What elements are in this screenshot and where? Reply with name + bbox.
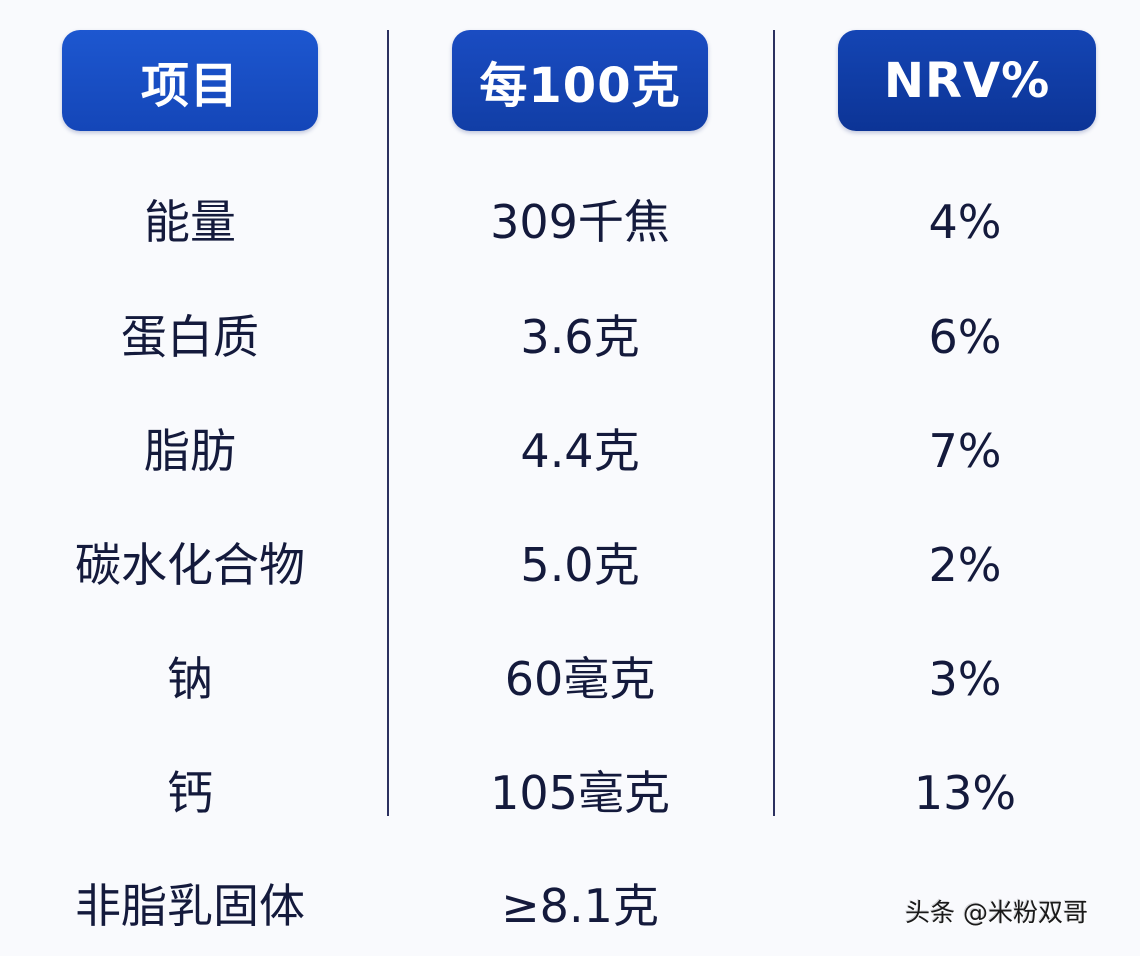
nrv-value: 7% (928, 424, 1002, 478)
nrv-value: 2% (928, 538, 1002, 592)
per-100g-value: 4.4克 (520, 424, 640, 478)
nrv-value: 6% (928, 310, 1002, 364)
per-100g-value: 105毫克 (490, 766, 670, 820)
per-100g-value: 60毫克 (504, 652, 656, 706)
item-name: 钙 (167, 766, 213, 820)
per-100g-value: 5.0克 (520, 538, 640, 592)
nrv-value: 4% (928, 195, 1002, 249)
header-item: 项目 (62, 30, 318, 131)
item-name: 蛋白质 (121, 310, 259, 364)
per-100g-value: 309千焦 (490, 195, 670, 249)
nrv-value: 13% (913, 766, 1017, 820)
item-name: 脂肪 (144, 424, 236, 478)
column-divider (387, 30, 389, 816)
item-name: 能量 (144, 195, 236, 249)
per-100g-value: ≥8.1克 (501, 879, 659, 933)
header-per-100g: 每100克 (452, 30, 708, 131)
per-100g-value: 3.6克 (520, 310, 640, 364)
item-name: 非脂乳固体 (75, 879, 305, 933)
watermark: 头条 @米粉双哥 (905, 898, 1088, 927)
item-name: 碳水化合物 (75, 538, 305, 592)
column-divider (773, 30, 775, 816)
nrv-value: 3% (928, 652, 1002, 706)
item-name: 钠 (167, 652, 213, 706)
header-nrv: NRV% (838, 30, 1096, 131)
